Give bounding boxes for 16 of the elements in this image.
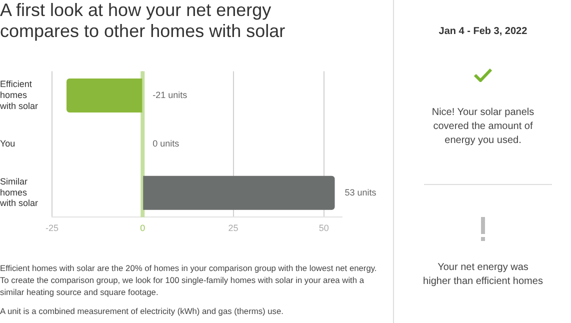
text: Efficient homes with solar are the 20% of homes in your comparison group with the lowest net energy. To create the comparison group, we look for 100 single-family homes with solar in your area with a similar heating source and square footage. <box>0 262 378 298</box>
text: A unit is a combined measurement of electricity (kWh) and gas (therms) use. <box>0 305 284 317</box>
y-tick-label: Similar homes with solar <box>0 176 38 208</box>
x-tick-label: -25 <box>46 223 59 234</box>
text: Nice! Your solar panels covered the amount of energy you used. <box>430 106 536 148</box>
data-label: -21 units <box>152 90 188 100</box>
x-tick-label: 0 <box>140 223 146 234</box>
data-label: 0 units <box>152 138 180 149</box>
x-tick-label: 50 <box>318 223 329 234</box>
text: Jan 4 - Feb 3, 2022 <box>438 26 528 37</box>
text: Your net energy was higher than efficient homes <box>423 261 543 289</box>
data-label: 53 units <box>344 187 377 198</box>
chart-title: A first look at how your net energy compares to other homes with solar <box>0 0 286 42</box>
y-tick-label: Efficient homes with solar <box>0 79 38 111</box>
x-tick-label: 25 <box>228 223 238 234</box>
y-tick-label: You <box>0 138 16 149</box>
